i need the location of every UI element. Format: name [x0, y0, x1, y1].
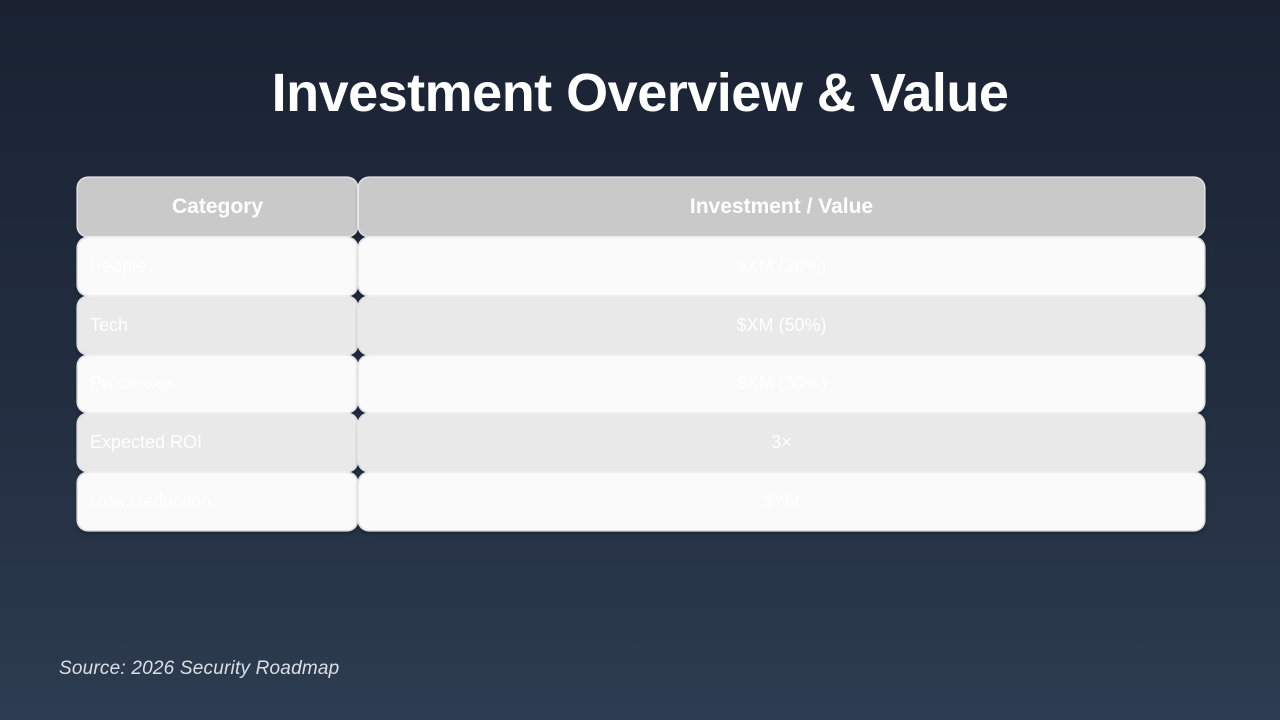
- table-cell-category-people: People: [78, 238, 357, 295]
- table-cell-value-risk-reduction: $YM: [359, 473, 1204, 530]
- table-cell-category-risk-reduction: Risk Reduction: [78, 473, 357, 530]
- table-header-category: Category: [78, 178, 357, 236]
- table-cell-value-expected-roi: 3×: [359, 414, 1204, 472]
- source-citation: Source: 2026 Security Roadmap: [59, 658, 340, 679]
- table-cell-category-expected-roi: Expected ROI: [78, 414, 357, 472]
- table-header-investment-value: Investment / Value: [359, 178, 1204, 236]
- table-cell-category-processes: Processes: [78, 355, 357, 413]
- table-cell-value-processes: $XM (30%): [359, 355, 1204, 413]
- table-cell-category-tech: Tech: [78, 296, 357, 354]
- page-title: Investment Overview & Value: [271, 63, 1009, 123]
- table-cell-value-people: $XM (20%): [359, 238, 1204, 295]
- table-cell-value-tech: $XM (50%): [359, 296, 1204, 354]
- investment-table: Category Investment / Value People $XM (…: [78, 178, 1204, 530]
